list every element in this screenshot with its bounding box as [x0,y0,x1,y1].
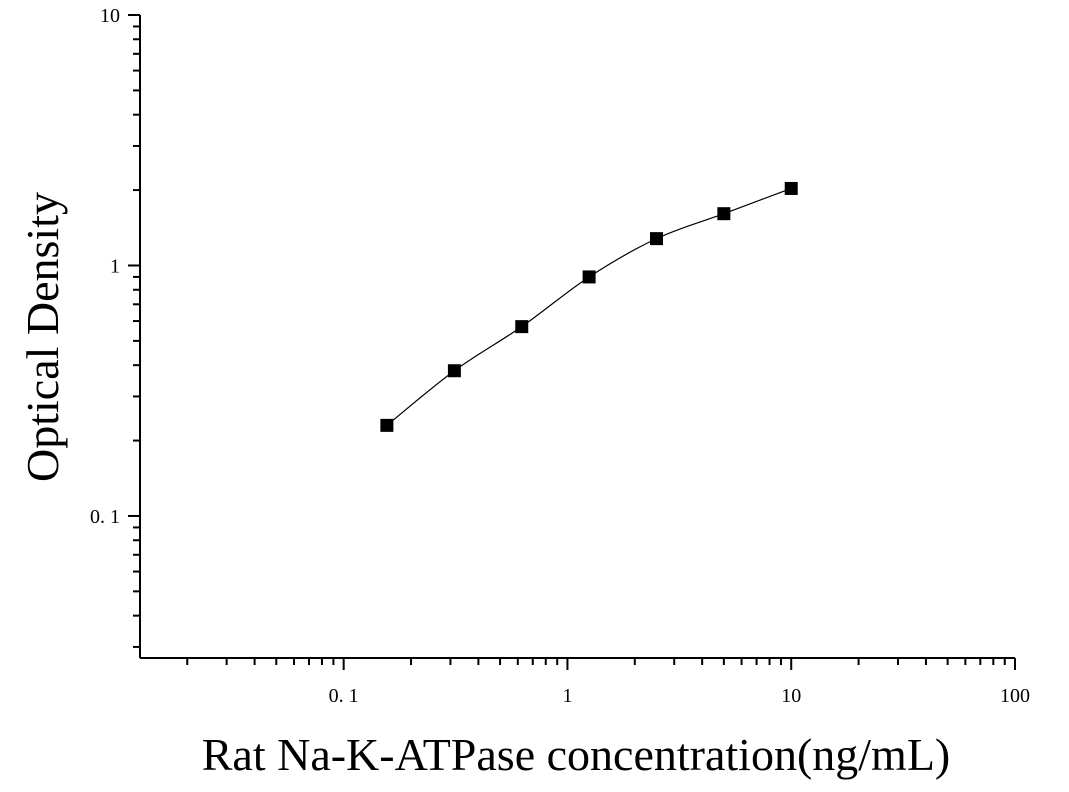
data-point [582,270,596,284]
data-point [717,207,731,221]
data-point [380,418,394,432]
x-axis-label: Rat Na-K-ATPase concentration(ng/mL) [202,729,951,780]
x-tick-label: 100 [1000,685,1030,707]
data-points [380,181,798,432]
data-point [649,232,663,246]
data-point [515,320,529,334]
x-tick-label: 1 [562,685,572,707]
axes: 0. 1 1 10 100 0. 1 1 10 [90,5,1030,707]
fit-curve [386,187,792,426]
y-axis-label: Optical Density [17,192,68,482]
data-point [447,364,461,378]
data-point [784,181,798,195]
y-tick-label: 1 [110,255,120,277]
fit-curve-layer [386,187,792,426]
x-tick-label: 10 [781,685,801,707]
y-tick-label: 10 [100,5,120,27]
x-tick-label: 0. 1 [329,685,359,707]
y-tick-label: 0. 1 [90,506,120,528]
